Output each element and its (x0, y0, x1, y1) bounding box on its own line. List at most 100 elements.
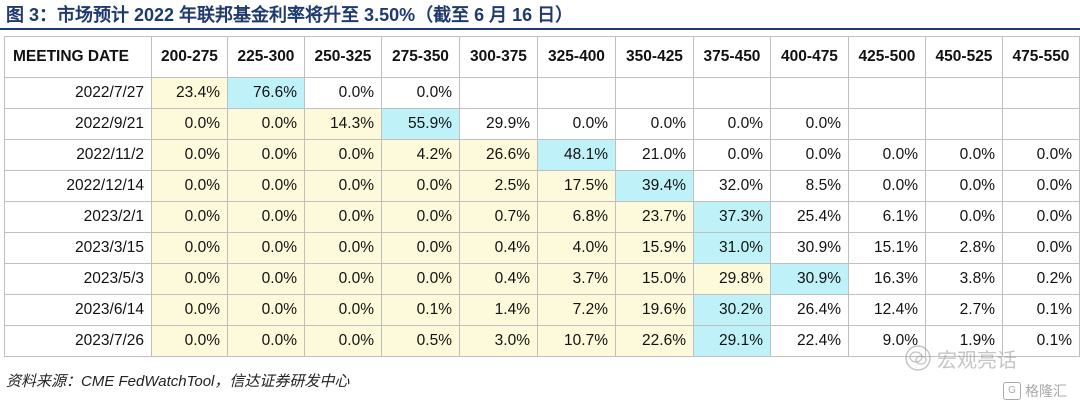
probability-cell: 48.1% (537, 139, 616, 171)
gelonghui-watermark: G 格隆汇 (1003, 381, 1067, 401)
probability-cell: 7.2% (537, 294, 616, 326)
probability-cell: 21.0% (615, 139, 694, 171)
probability-cell: 37.3% (693, 201, 771, 233)
probability-cell: 32.0% (693, 170, 771, 202)
probability-cell: 29.8% (693, 263, 771, 295)
probability-cell: 2.8% (925, 232, 1003, 264)
probability-cell: 0.0% (381, 201, 460, 233)
probability-cell: 0.0% (227, 170, 305, 202)
meeting-date-cell: 2023/6/14 (4, 294, 152, 326)
probability-cell: 17.5% (537, 170, 616, 202)
probability-cell: 0.0% (381, 263, 460, 295)
probability-cell: 0.0% (770, 139, 849, 171)
probability-cell: 14.3% (304, 108, 382, 140)
probability-cell: 8.5% (770, 170, 849, 202)
table-body: 2022/7/27 23.4% 76.6% 0.0% 0.0% 2022/9/21 0.0%… (4, 77, 1080, 357)
probability-cell: 0.0% (227, 201, 305, 233)
watermark-text: 宏观亮话 (937, 349, 1017, 372)
probability-cell: 30.9% (770, 263, 849, 295)
probability-cell: 39.4% (615, 170, 694, 202)
rate-range-header: 450-525 (925, 36, 1003, 78)
probability-cell: 6.8% (537, 201, 616, 233)
chart-title: 图 3：市场预计 2022 年联邦基金利率将升至 3.50%（截至 6 月 16… (6, 5, 574, 25)
probability-cell: 12.4% (848, 294, 926, 326)
probability-cell: 0.0% (151, 263, 228, 295)
watermark: 宏观亮话 (905, 338, 1017, 378)
table-row: 2023/2/1 0.0% 0.0% 0.0% 0.0% 0.7% 6.8% 23.7% 37.… (4, 201, 1080, 233)
meeting-date-cell: 2023/3/15 (4, 232, 152, 264)
probability-cell: 26.4% (770, 294, 849, 326)
rate-range-header: 200-275 (151, 36, 228, 78)
probability-cell: 0.0% (693, 108, 771, 140)
probability-cell: 10.7% (537, 325, 616, 357)
probability-cell: 0.2% (1002, 263, 1080, 295)
probability-cell (848, 108, 926, 140)
probability-cell: 23.7% (615, 201, 694, 233)
probability-cell (615, 77, 694, 109)
gelonghui-logo-icon: G (1003, 382, 1021, 400)
source-note: 资料来源：CME FedWatchTool，信达证券研发中心 (6, 373, 350, 390)
table-row: 2022/7/27 23.4% 76.6% 0.0% 0.0% (4, 77, 1080, 109)
probability-cell (693, 77, 771, 109)
header-row: MEETING DATE 200-275 225-300 250-325 275-35… (4, 36, 1080, 78)
probability-cell: 55.9% (381, 108, 460, 140)
gelonghui-text: 格隆汇 (1025, 383, 1067, 399)
probability-cell: 4.2% (381, 139, 460, 171)
table-row: 2023/6/14 0.0% 0.0% 0.0% 0.1% 1.4% 7.2% 19.6% 30… (4, 294, 1080, 326)
probability-cell: 23.4% (151, 77, 228, 109)
probability-cell: 0.0% (770, 108, 849, 140)
rate-range-header: 325-400 (537, 36, 616, 78)
probability-cell: 1.4% (459, 294, 538, 326)
probability-cell: 76.6% (227, 77, 305, 109)
probability-cell: 3.0% (459, 325, 538, 357)
probability-cell: 0.1% (1002, 325, 1080, 357)
probability-cell: 30.9% (770, 232, 849, 264)
probability-cell: 9.0% (848, 325, 926, 357)
probability-cell: 0.4% (459, 263, 538, 295)
probability-cell: 0.0% (381, 232, 460, 264)
probability-cell (537, 77, 616, 109)
table-row: 2022/11/2 0.0% 0.0% 0.0% 4.2% 26.6% 48.1% 21.0%… (4, 139, 1080, 171)
meeting-date-cell: 2022/7/27 (4, 77, 152, 109)
probability-cell: 0.0% (227, 139, 305, 171)
probability-cell: 2.7% (925, 294, 1003, 326)
probability-cell: 0.0% (304, 77, 382, 109)
probability-cell: 0.0% (227, 232, 305, 264)
probability-cell: 29.1% (693, 325, 771, 357)
probability-cell (1002, 108, 1080, 140)
probability-cell: 0.0% (381, 170, 460, 202)
probability-cell: 22.6% (615, 325, 694, 357)
meeting-date-cell: 2022/11/2 (4, 139, 152, 171)
rate-range-header: 225-300 (227, 36, 305, 78)
meeting-date-cell: 2023/5/3 (4, 263, 152, 295)
fedwatch-probability-table: MEETING DATE 200-275 225-300 250-325 275-35… (4, 36, 1080, 357)
probability-cell: 0.0% (1002, 139, 1080, 171)
rate-range-header: 475-550 (1002, 36, 1080, 78)
probability-cell: 0.0% (227, 325, 305, 357)
probability-cell: 0.0% (227, 263, 305, 295)
wechat-icon (905, 345, 931, 371)
probability-cell: 0.0% (1002, 170, 1080, 202)
probability-cell (770, 77, 849, 109)
probability-cell (925, 108, 1003, 140)
probability-cell: 0.0% (151, 294, 228, 326)
probability-cell: 0.0% (848, 139, 926, 171)
rate-range-header: 250-325 (304, 36, 382, 78)
probability-cell: 31.0% (693, 232, 771, 264)
meeting-date-cell: 2022/9/21 (4, 108, 152, 140)
probability-cell: 0.0% (151, 108, 228, 140)
rate-range-header: 350-425 (615, 36, 694, 78)
probability-cell: 15.1% (848, 232, 926, 264)
rate-range-header: 375-450 (693, 36, 771, 78)
probability-cell: 0.0% (151, 139, 228, 171)
probability-cell: 0.7% (459, 201, 538, 233)
probability-cell: 0.0% (227, 294, 305, 326)
probability-cell: 4.0% (537, 232, 616, 264)
probability-cell: 0.0% (693, 139, 771, 171)
probability-cell: 0.0% (1002, 232, 1080, 264)
probability-cell (848, 77, 926, 109)
probability-cell: 0.0% (304, 263, 382, 295)
meeting-date-cell: 2023/7/26 (4, 325, 152, 357)
table-row: 2023/7/26 0.0% 0.0% 0.0% 0.5% 3.0% 10.7% 22.6% 2… (4, 325, 1080, 357)
rate-range-header: 400-475 (770, 36, 849, 78)
